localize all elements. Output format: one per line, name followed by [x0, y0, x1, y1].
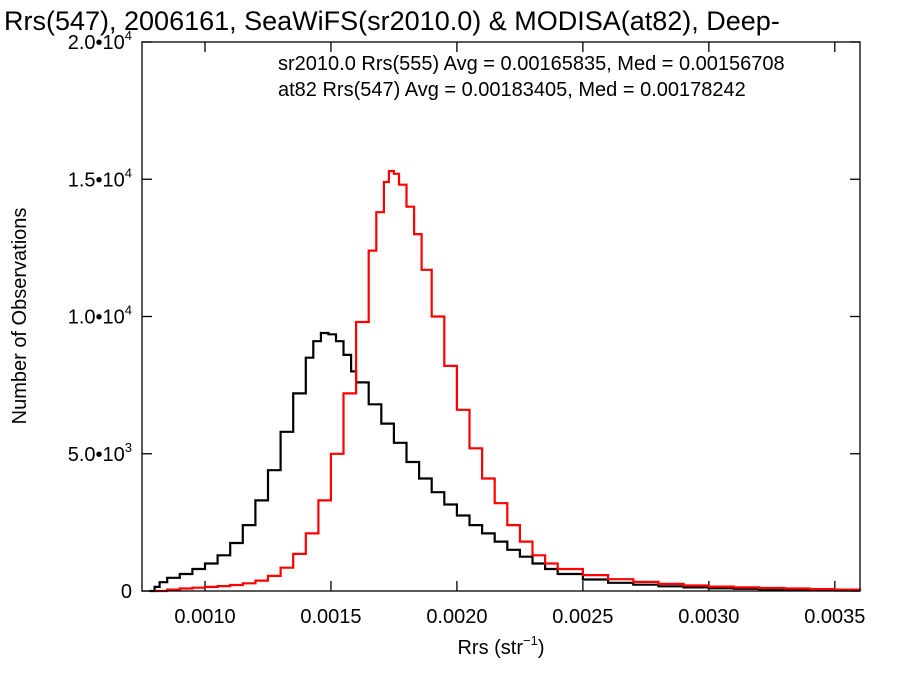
x-tick-label-2: 0.0020	[426, 606, 487, 628]
series-layer	[149, 169, 862, 593]
x-axis-label-exponent: −1	[523, 633, 538, 648]
y-tick-label-0: 0	[121, 581, 132, 603]
x-tick-label-0: 0.0010	[174, 606, 235, 628]
plot-frame	[141, 41, 861, 592]
y-tick-mantissa-1: 5.0•10	[68, 444, 125, 466]
x-axis-ticks: 0.0010 0.0015 0.0020 0.0025 0.0030 0.0035	[174, 42, 865, 628]
y-tick-exponent-2: 4	[125, 303, 132, 318]
y-tick-mantissa-2: 1.0•10	[68, 307, 125, 329]
legend: sr2010.0 Rrs(555) Avg = 0.00165835, Med …	[278, 53, 785, 101]
y-tick-mantissa-3: 1.5•10	[68, 169, 125, 191]
y-tick-exponent-4: 4	[125, 28, 132, 43]
y-axis-label: Number of Observations	[9, 208, 31, 425]
x-tick-label-4: 0.0030	[678, 606, 739, 628]
y-tick-exponent-1: 3	[125, 440, 132, 455]
x-axis-label: Rrs (str−1)	[457, 633, 544, 659]
y-tick-mantissa-4: 2.0•10	[68, 32, 125, 54]
y-tick-mantissa-0: 0	[121, 581, 132, 603]
series-line-0	[149, 331, 862, 593]
y-tick-exponent-3: 4	[125, 165, 132, 180]
y-tick-label-1: 5.0•103	[68, 440, 132, 466]
legend-entry-at82: at82 Rrs(547) Avg = 0.00183405, Med = 0.…	[278, 79, 746, 101]
x-axis-label-base: Rrs (str	[457, 637, 523, 659]
chart-title: Rrs(547), 2006161, SeaWiFS(sr2010.0) & M…	[4, 6, 780, 36]
y-tick-label-3: 1.5•104	[68, 165, 132, 191]
x-tick-label-3: 0.0025	[552, 606, 613, 628]
y-tick-label-4: 2.0•104	[68, 28, 132, 54]
legend-entry-sr2010: sr2010.0 Rrs(555) Avg = 0.00165835, Med …	[278, 53, 785, 75]
x-axis-label-close: )	[538, 637, 545, 659]
x-tick-label-5: 0.0035	[804, 606, 865, 628]
series-line-1	[154, 169, 862, 593]
y-tick-label-2: 1.0•104	[68, 303, 132, 329]
x-tick-label-1: 0.0015	[300, 606, 361, 628]
